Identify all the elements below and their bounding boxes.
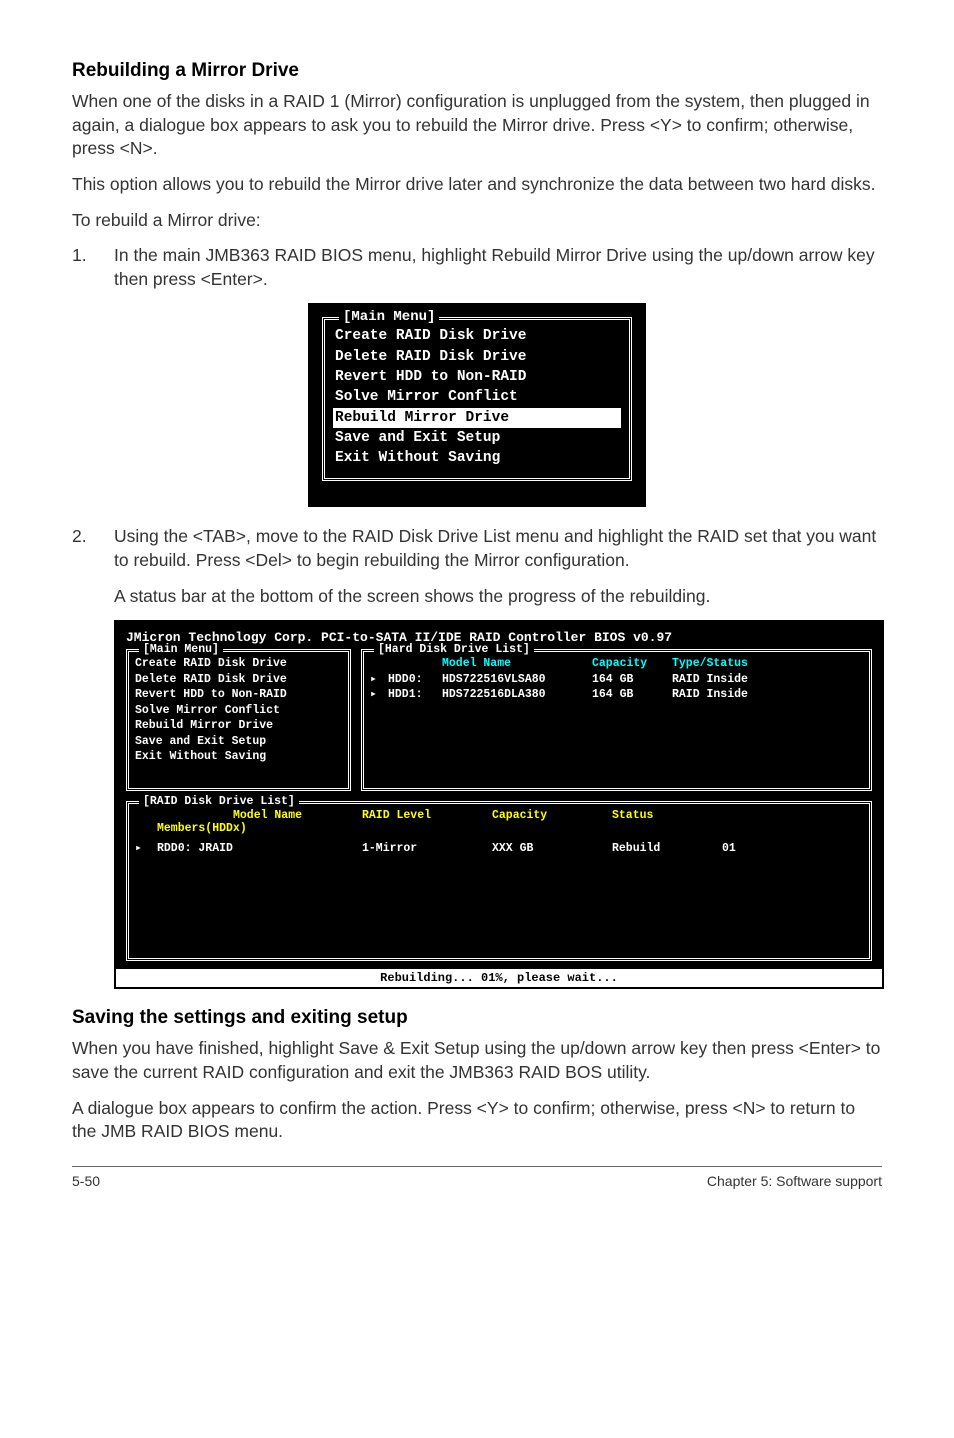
raid-row-level: 1-Mirror — [362, 841, 492, 857]
step-2-sub: A status bar at the bottom of the screen… — [114, 585, 882, 609]
hdd-header-capacity: Capacity — [592, 656, 672, 672]
raid-row-capacity: XXX GB — [492, 841, 612, 857]
heading-saving: Saving the settings and exiting setup — [72, 1007, 882, 1029]
step-1-text: In the main JMB363 RAID BIOS menu, highl… — [114, 244, 882, 291]
bios-menu-item: Solve Mirror Conflict — [333, 387, 621, 407]
footer-rule — [72, 1166, 882, 1167]
bios-full-screen: JMicron Technology Corp. PCI-to-SATA II/… — [114, 620, 882, 989]
raid-header-status: Status — [612, 808, 722, 824]
step-1: 1. In the main JMB363 RAID BIOS menu, hi… — [72, 244, 882, 291]
bios-hdd-column: [Hard Disk Drive List] Model Name Capaci… — [361, 649, 872, 791]
step-2: 2. Using the <TAB>, move to the RAID Dis… — [72, 525, 882, 572]
bios-main-column: [Main Menu] Create RAID Disk DriveDelete… — [126, 649, 351, 791]
bios-menu-item: Delete RAID Disk Drive — [333, 347, 621, 367]
para-save-2: A dialogue box appears to confirm the ac… — [72, 1097, 882, 1144]
hdd-header-type: Type/Status — [672, 656, 863, 672]
bios-main-item: Solve Mirror Conflict — [135, 703, 342, 719]
bios-menu-item: Create RAID Disk Drive — [333, 326, 621, 346]
bios-main-item: Rebuild Mirror Drive — [135, 718, 342, 734]
para-3: To rebuild a Mirror drive: — [72, 209, 882, 233]
raid-header-level: RAID Level — [362, 808, 492, 824]
bios-main-menu-label: [Main Menu] — [339, 309, 439, 325]
para-2: This option allows you to rebuild the Mi… — [72, 173, 882, 197]
bios-menu-item: Revert HDD to Non-RAID — [333, 367, 621, 387]
footer-page: 5-50 — [72, 1173, 100, 1189]
bios-main-menu: [Main Menu] Create RAID Disk DriveDelete… — [72, 303, 882, 507]
hdd-row: ▸HDD1:HDS722516DLA380164 GBRAID Inside — [370, 687, 863, 703]
raid-row-model: RDD0: JRAID — [157, 841, 362, 857]
raid-header-capacity: Capacity — [492, 808, 612, 824]
bios-raid-label: [RAID Disk Drive List] — [139, 795, 299, 808]
bios-main-item: Delete RAID Disk Drive — [135, 672, 342, 688]
raid-row-marker: ▸ — [135, 841, 157, 857]
para-save-1: When you have finished, highlight Save &… — [72, 1037, 882, 1084]
bios-main-col-label: [Main Menu] — [139, 643, 223, 656]
step-2-number: 2. — [72, 525, 114, 572]
bios-main-item: Exit Without Saving — [135, 749, 342, 765]
footer-chapter: Chapter 5: Software support — [707, 1173, 882, 1189]
bios-main-item: Create RAID Disk Drive — [135, 656, 342, 672]
raid-row-extra: 01 — [722, 841, 863, 857]
hdd-header-model: Model Name — [442, 656, 592, 672]
bios-hdd-col-label: [Hard Disk Drive List] — [374, 643, 534, 656]
step-1-number: 1. — [72, 244, 114, 291]
bios-menu-item: Rebuild Mirror Drive — [333, 408, 621, 428]
step-2-text: Using the <TAB>, move to the RAID Disk D… — [114, 525, 882, 572]
heading-rebuilding: Rebuilding a Mirror Drive — [72, 60, 882, 82]
para-1: When one of the disks in a RAID 1 (Mirro… — [72, 90, 882, 161]
bios-status-bar: Rebuilding... 01%, please wait... — [116, 969, 882, 987]
bios-main-item: Save and Exit Setup — [135, 734, 342, 750]
bios-menu-item: Exit Without Saving — [333, 448, 621, 468]
bios-menu-item: Save and Exit Setup — [333, 428, 621, 448]
bios-raid-box: [RAID Disk Drive List] Model Name RAID L… — [126, 801, 872, 961]
bios-main-item: Revert HDD to Non-RAID — [135, 687, 342, 703]
raid-row-status: Rebuild — [612, 841, 722, 857]
hdd-row: ▸HDD0:HDS722516VLSA80164 GBRAID Inside — [370, 672, 863, 688]
